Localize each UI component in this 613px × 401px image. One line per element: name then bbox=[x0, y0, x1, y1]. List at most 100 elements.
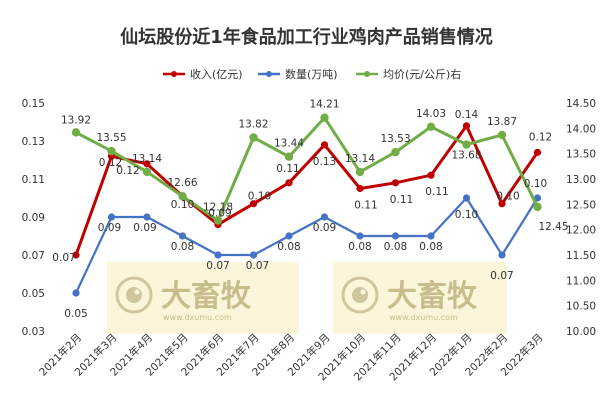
data-label: 13.44 bbox=[274, 138, 304, 150]
data-label: 0.11 bbox=[425, 186, 448, 198]
legend-label: 数量(万吨) bbox=[285, 68, 338, 81]
data-point bbox=[213, 216, 223, 225]
data-label: 0.08 bbox=[277, 241, 300, 253]
data-point bbox=[142, 167, 152, 177]
data-point bbox=[320, 213, 329, 221]
right-tick-label: 14.00 bbox=[566, 123, 596, 135]
data-label: 0.13 bbox=[313, 156, 336, 168]
data-label: 0.14 bbox=[455, 109, 479, 121]
chart-title: 仙坛股份近1年食品加工行业鸡肉产品销售情况 bbox=[120, 26, 493, 48]
data-label: 0.11 bbox=[354, 200, 377, 212]
watermark-url: www.dxumu.com bbox=[163, 313, 232, 322]
data-point bbox=[143, 213, 151, 221]
data-label: 0.12 bbox=[99, 157, 122, 169]
data-label: 0.12 bbox=[116, 165, 139, 177]
eye-logo-icon bbox=[341, 276, 379, 314]
left-tick-label: 0.11 bbox=[22, 174, 45, 186]
data-label: 0.09 bbox=[208, 208, 231, 220]
eye-logo-icon bbox=[115, 276, 153, 314]
data-label: 0.11 bbox=[276, 163, 299, 175]
data-point bbox=[249, 251, 258, 259]
left-tick-label: 0.03 bbox=[22, 326, 45, 338]
data-label: 0.08 bbox=[419, 241, 442, 253]
data-point bbox=[533, 194, 542, 202]
data-point bbox=[391, 232, 400, 240]
data-label: 0.10 bbox=[524, 178, 547, 190]
data-label: 12.66 bbox=[167, 177, 197, 189]
data-label: 0.08 bbox=[384, 241, 407, 253]
data-point bbox=[497, 130, 507, 140]
data-point bbox=[178, 232, 187, 240]
legend-item: 数量(万吨) bbox=[258, 68, 338, 81]
series-group bbox=[72, 122, 542, 259]
data-point bbox=[107, 213, 116, 221]
legend-item: 均价(元/公斤)右 bbox=[356, 67, 461, 81]
data-label: 13.14 bbox=[132, 153, 162, 165]
data-label: 0.07 bbox=[490, 270, 513, 282]
data-point bbox=[391, 147, 400, 157]
data-point bbox=[356, 232, 364, 240]
data-point bbox=[249, 133, 258, 142]
legend-marker bbox=[266, 71, 272, 77]
watermark-url: www.dxumu.com bbox=[389, 313, 458, 322]
data-point bbox=[533, 202, 542, 212]
watermark-brand: 大畜牧 bbox=[161, 279, 252, 314]
data-point bbox=[462, 122, 471, 130]
watermark-brand: 大畜牧 bbox=[387, 279, 478, 314]
data-label: 0.09 bbox=[133, 222, 156, 234]
series-line bbox=[75, 116, 539, 222]
data-label: 14.03 bbox=[416, 108, 446, 120]
left-tick-label: 0.13 bbox=[22, 136, 45, 148]
legend-label: 收入(亿元) bbox=[190, 67, 243, 81]
right-axis: 10.00 10.50 11.00 11.50 12.00 12.50 13.00 13.50… bbox=[566, 98, 596, 338]
data-point bbox=[355, 167, 365, 177]
data-label: 13.53 bbox=[380, 133, 410, 145]
right-tick-label: 10.50 bbox=[566, 301, 596, 313]
series-line bbox=[75, 196, 539, 294]
data-point bbox=[462, 194, 471, 202]
data-label: 0.10 bbox=[496, 191, 519, 203]
data-point bbox=[320, 113, 329, 122]
data-label: 13.87 bbox=[487, 116, 517, 128]
data-label: 0.07 bbox=[52, 252, 75, 264]
data-point bbox=[285, 232, 293, 240]
right-tick-label: 12.00 bbox=[566, 225, 596, 237]
legend-marker bbox=[364, 71, 370, 77]
data-point bbox=[178, 192, 187, 201]
data-point bbox=[71, 128, 81, 137]
data-point bbox=[72, 251, 80, 259]
left-tick-label: 0.15 bbox=[22, 98, 45, 110]
data-point bbox=[356, 184, 364, 193]
data-label: 0.08 bbox=[348, 241, 371, 253]
data-point bbox=[498, 200, 506, 208]
data-point bbox=[285, 179, 293, 187]
legend-item: 收入(亿元) bbox=[163, 67, 243, 81]
x-axis: 2021年2月2021年3月2021年4月2021年5月2021年6月2021年… bbox=[36, 331, 545, 383]
data-label: 0.07 bbox=[206, 260, 229, 272]
data-point bbox=[214, 251, 222, 259]
right-tick-label: 14.50 bbox=[566, 98, 596, 110]
right-tick-label: 10.00 bbox=[566, 326, 596, 338]
data-label: 0.09 bbox=[313, 222, 336, 234]
data-label: 13.92 bbox=[61, 114, 91, 126]
series-group bbox=[71, 113, 542, 225]
data-label: 0.10 bbox=[455, 209, 478, 221]
data-labels-layer: 0.070.120.120.100.090.100.110.130.11 0.11… bbox=[52, 99, 568, 320]
right-tick-label: 11.50 bbox=[566, 250, 596, 262]
data-label: 0.10 bbox=[171, 199, 194, 211]
data-point bbox=[320, 141, 329, 149]
left-axis: 0.03 0.05 0.07 0.09 0.11 0.13 0.15 bbox=[22, 98, 45, 338]
data-point bbox=[533, 148, 542, 156]
data-label: 12.18 bbox=[203, 202, 233, 214]
data-label: 13.82 bbox=[238, 118, 268, 130]
data-point bbox=[427, 171, 435, 179]
left-tick-label: 0.07 bbox=[22, 250, 45, 262]
data-label: 0.08 bbox=[171, 241, 194, 253]
left-tick-label: 0.05 bbox=[22, 288, 45, 300]
data-label: 0.12 bbox=[529, 131, 552, 143]
data-label: 13.14 bbox=[345, 153, 375, 165]
data-label: 14.21 bbox=[309, 99, 339, 111]
